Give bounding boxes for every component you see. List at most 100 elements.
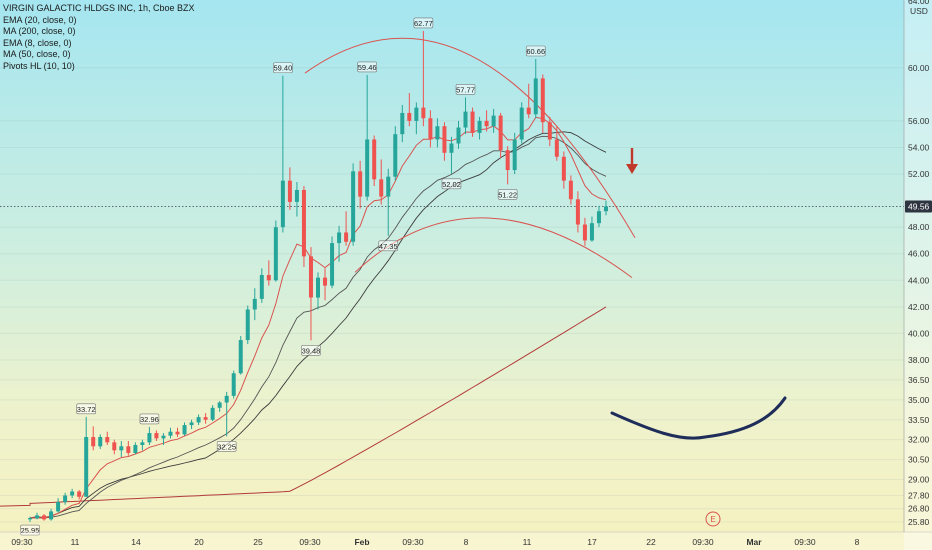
candle-body bbox=[365, 139, 370, 197]
candle-body bbox=[161, 435, 166, 439]
legend-ma-200[interactable]: MA (200, close, 0) bbox=[3, 26, 76, 36]
candle-body bbox=[442, 126, 447, 153]
time-tick-label: 09:30 bbox=[299, 537, 321, 547]
symbol-title: VIRGIN GALACTIC HLDGS INC, 1h, Cboe BZX bbox=[3, 3, 195, 13]
candle-body bbox=[112, 442, 117, 451]
candle-body bbox=[28, 518, 32, 520]
candle-body bbox=[505, 150, 510, 171]
price-tick-label: 56.00 bbox=[908, 116, 930, 126]
time-tick-label: 25 bbox=[253, 537, 263, 547]
price-tick-label: 48.00 bbox=[908, 222, 930, 232]
candle-body bbox=[575, 199, 580, 225]
candle-body bbox=[238, 340, 243, 374]
time-tick-label: 09:30 bbox=[794, 537, 816, 547]
candle-body bbox=[477, 120, 482, 133]
candle-body bbox=[526, 107, 531, 115]
candle-body bbox=[224, 395, 229, 403]
candle-body bbox=[554, 139, 559, 157]
candle-body bbox=[287, 180, 292, 202]
time-tick-label: Mar bbox=[746, 537, 762, 547]
pivot-label: 57.77 bbox=[456, 85, 475, 94]
pivot-label: 62.77 bbox=[414, 19, 433, 28]
price-tick-label: 33.50 bbox=[908, 415, 930, 425]
candle-body bbox=[351, 171, 356, 242]
candle-body bbox=[84, 437, 89, 497]
price-tick-label: 36.50 bbox=[908, 375, 930, 385]
candle-body bbox=[231, 373, 236, 396]
candle-body bbox=[330, 243, 335, 286]
candle-body bbox=[512, 139, 517, 171]
pivot-label-box bbox=[273, 62, 293, 74]
candle-body bbox=[547, 122, 552, 140]
ema-8-path bbox=[29, 116, 607, 519]
candle-body bbox=[301, 189, 306, 257]
legend-ma-50[interactable]: MA (50, close, 0) bbox=[3, 49, 71, 59]
pivot-label-box bbox=[20, 524, 40, 536]
time-axis-background bbox=[0, 532, 932, 550]
pivot-label-box bbox=[441, 178, 462, 190]
price-unit-label: USD bbox=[910, 6, 928, 16]
candle-body bbox=[294, 189, 299, 202]
candle-body bbox=[337, 232, 342, 244]
candle-body bbox=[77, 491, 82, 497]
pivot-label: 39.48 bbox=[302, 346, 321, 355]
price-tick-label: 52.00 bbox=[908, 169, 930, 179]
pivot-label: 59.46 bbox=[358, 63, 377, 72]
price-tick-label: 25.80 bbox=[908, 517, 930, 527]
pivot-label-box bbox=[413, 17, 434, 29]
candle-body bbox=[407, 112, 412, 121]
time-tick-label: 8 bbox=[464, 537, 469, 547]
candle-body bbox=[98, 437, 103, 447]
candle-body bbox=[119, 446, 124, 451]
price-tick-label: 60.00 bbox=[908, 63, 930, 73]
candle-body bbox=[463, 111, 468, 128]
hand-drawn-curve bbox=[610, 396, 787, 440]
pivot-label-box bbox=[76, 403, 96, 415]
user-drawings: E bbox=[610, 148, 787, 527]
candle-body bbox=[519, 107, 524, 140]
time-tick-label: 22 bbox=[646, 537, 656, 547]
indicator-legend: VIRGIN GALACTIC HLDGS INC, 1h, Cboe BZX … bbox=[3, 3, 195, 72]
candle-body bbox=[421, 107, 426, 119]
pivot-labels: 25.95 33.72 32.96 32.25 59.40 39.48 59.46 47.35… bbox=[20, 17, 546, 536]
time-tick-label: 17 bbox=[587, 537, 597, 547]
pivot-label-box bbox=[301, 345, 321, 356]
last-price-badge bbox=[905, 200, 932, 213]
time-tick-label: 11 bbox=[523, 537, 532, 547]
candle-body bbox=[49, 511, 54, 520]
candle-body bbox=[91, 437, 96, 447]
candle-body bbox=[308, 256, 313, 298]
legend-pivots-hl[interactable]: Pivots HL (10, 10) bbox=[3, 60, 75, 71]
time-tick-label: 09:30 bbox=[402, 537, 424, 547]
candle-body bbox=[252, 298, 257, 310]
legend-ema-8[interactable]: EMA (8, close, 0) bbox=[3, 37, 72, 48]
price-tick-label: 46.00 bbox=[908, 249, 930, 259]
candle-body bbox=[393, 134, 398, 177]
price-tick-label: 27.80 bbox=[908, 490, 930, 500]
candle-body bbox=[42, 515, 47, 520]
price-tick-label: 38.00 bbox=[908, 355, 930, 365]
time-tick-label: 14 bbox=[131, 537, 141, 547]
time-tick-label: 20 bbox=[194, 537, 204, 547]
pivot-label: 32.25 bbox=[217, 442, 236, 451]
time-tick-label: 8 bbox=[855, 537, 860, 547]
pivot-label: 60.66 bbox=[526, 47, 545, 56]
ema-20-path bbox=[29, 135, 607, 519]
candle-body bbox=[533, 78, 538, 115]
candle-body bbox=[435, 126, 440, 140]
earnings-marker-label: E bbox=[710, 515, 715, 524]
candles bbox=[28, 30, 608, 523]
candle-body bbox=[70, 491, 75, 496]
time-tick-label: 09:30 bbox=[11, 537, 33, 547]
candle-body bbox=[154, 433, 159, 439]
last-price-label: 49.56 bbox=[908, 201, 930, 211]
candle-body bbox=[63, 495, 68, 503]
pivot-label-box bbox=[216, 441, 237, 452]
upper-arc bbox=[304, 37, 636, 239]
candle-body bbox=[280, 180, 285, 228]
legend-ema-20[interactable]: EMA (20, close, 0) bbox=[3, 14, 77, 25]
down-arrow-icon bbox=[626, 164, 638, 174]
price-tick-label: 40.00 bbox=[908, 328, 930, 338]
